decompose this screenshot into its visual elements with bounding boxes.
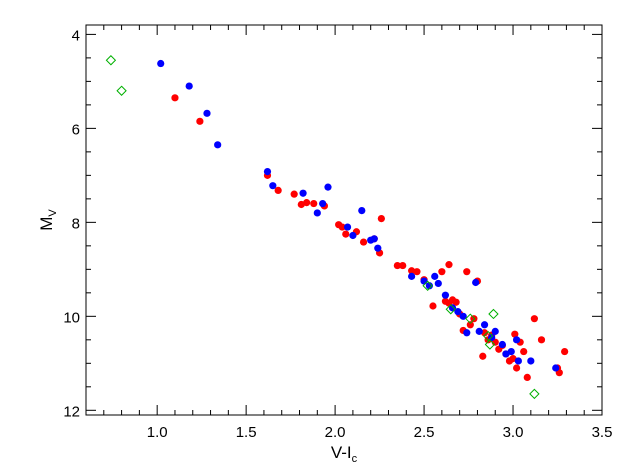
data-point-diamond (465, 313, 476, 324)
data-point (452, 298, 460, 306)
data-point (290, 190, 298, 198)
y-tick-label: 10 (63, 309, 80, 326)
data-point (196, 117, 204, 125)
data-point (413, 268, 421, 276)
data-point (530, 315, 538, 323)
data-point-diamond (484, 339, 496, 350)
data-point-diamond (105, 55, 117, 66)
data-point (475, 327, 483, 335)
data-point (431, 272, 439, 280)
data-point (274, 186, 282, 194)
data-point (459, 312, 467, 320)
y-axis-label-main: M (37, 217, 56, 231)
data-point (514, 357, 522, 365)
data-point (463, 268, 471, 276)
data-point (527, 357, 535, 365)
data-point (203, 109, 211, 117)
data-point (512, 364, 521, 372)
data-point (377, 214, 385, 223)
data-point (408, 272, 416, 280)
data-point-diamond (116, 85, 127, 96)
data-point-diamond (529, 388, 540, 400)
x-axis-label-main: V-I (331, 443, 352, 462)
data-point (299, 189, 307, 197)
data-point (342, 230, 350, 238)
data-point (214, 141, 222, 149)
data-point (370, 235, 378, 243)
data-point (498, 340, 506, 349)
data-point (507, 347, 515, 356)
x-tick-label: 3.5 (592, 424, 613, 441)
data-point-diamond (445, 304, 456, 315)
data-point-diamond (488, 308, 499, 320)
data-point (359, 238, 368, 246)
x-tick-label: 1.5 (236, 424, 257, 441)
y-tick-label: 4 (72, 27, 80, 44)
x-tick-label: 1.0 (147, 424, 168, 441)
x-axis-label: V-Ic (331, 443, 358, 465)
data-point (399, 261, 407, 270)
data-point (537, 336, 546, 344)
data-point (466, 321, 474, 329)
data-points (105, 55, 569, 400)
data-point (479, 352, 487, 360)
data-point (445, 261, 453, 269)
data-point (313, 209, 321, 217)
data-point (463, 329, 471, 337)
data-point (343, 223, 352, 231)
data-point (425, 282, 434, 290)
axis-ticks (86, 25, 603, 415)
data-point (523, 373, 531, 382)
tick-labels: 1.0 1.5 2.0 2.5 3.0 3.5 4 6 8 10 12 (63, 27, 612, 441)
data-point (470, 315, 478, 323)
data-point (511, 330, 519, 338)
y-tick-label: 12 (63, 403, 80, 420)
plot-frame (85, 24, 603, 416)
data-point (561, 347, 569, 356)
data-point (520, 347, 528, 356)
x-tick-label: 3.0 (503, 424, 524, 441)
data-point-diamond (482, 330, 494, 342)
data-point (441, 291, 450, 299)
data-point (303, 199, 311, 207)
data-point-diamond (422, 280, 433, 291)
data-point (263, 168, 272, 176)
data-point (491, 327, 499, 335)
data-point (454, 308, 462, 316)
y-axis-label: MV (37, 209, 59, 231)
y-axis-label-subscript: V (47, 209, 59, 217)
data-point (338, 223, 346, 231)
data-point (438, 268, 446, 276)
data-point (157, 59, 165, 68)
data-point (324, 183, 332, 191)
data-point (429, 302, 437, 310)
data-point (552, 364, 560, 372)
data-point (349, 231, 357, 240)
data-point (393, 261, 401, 270)
data-point (434, 279, 442, 288)
x-tick-label: 2.0 (325, 424, 346, 441)
data-point (310, 199, 318, 208)
y-tick-label: 8 (72, 215, 80, 232)
data-point (512, 336, 521, 344)
data-point (269, 182, 277, 190)
y-tick-label: 6 (72, 121, 80, 138)
data-point (374, 244, 382, 252)
data-point (358, 207, 366, 215)
data-point (408, 267, 416, 275)
data-point (480, 321, 489, 329)
x-tick-label: 2.5 (414, 424, 435, 441)
data-point (472, 278, 480, 287)
data-point (171, 94, 179, 102)
data-point (319, 199, 327, 208)
data-point (185, 82, 193, 90)
x-axis-label-subscript: c (352, 453, 358, 465)
